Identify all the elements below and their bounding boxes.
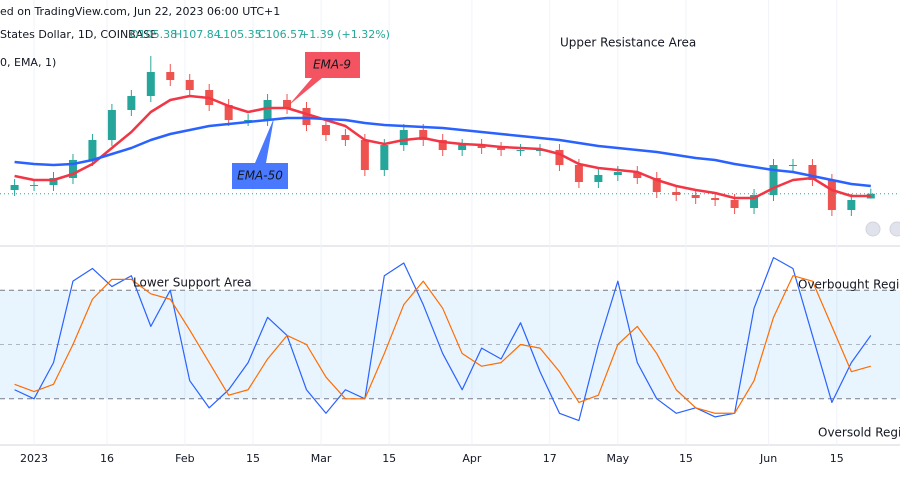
candle-body <box>68 160 77 178</box>
line-series <box>14 275 871 414</box>
x-tick-label: 15 <box>830 452 844 465</box>
candle-body <box>380 145 389 170</box>
candle-body <box>10 185 19 190</box>
x-tick-label: Mar <box>311 452 332 465</box>
candle-body <box>536 150 544 151</box>
candle-body <box>788 165 797 166</box>
ohlc-close: C106.57 <box>258 28 304 41</box>
annotation: Overbought Region <box>798 278 900 292</box>
candle-body <box>146 72 155 96</box>
price-panel <box>0 56 900 216</box>
candle-body <box>594 175 603 182</box>
candle-body <box>555 150 564 165</box>
line-series <box>14 94 871 200</box>
candle-body <box>808 165 817 180</box>
ema50-callout <box>232 163 288 189</box>
x-tick-label: 15 <box>382 452 396 465</box>
candle-body <box>497 148 506 150</box>
candle-body <box>574 165 583 182</box>
candle-body <box>477 145 486 148</box>
line-series <box>14 257 872 422</box>
ohlc-low: L105.35 <box>217 28 262 41</box>
stochastic-panel <box>0 257 900 422</box>
candle-body <box>224 105 233 120</box>
candle-body <box>633 172 642 178</box>
candle-body <box>30 185 39 186</box>
candle-body <box>302 108 311 125</box>
symbol: States Dollar, 1D, COINBASE <box>0 28 157 41</box>
x-tick-label: 15 <box>246 452 260 465</box>
candle-body <box>244 120 253 121</box>
candle-body <box>847 200 856 210</box>
flag-icon[interactable] <box>889 221 900 237</box>
annotation: Oversold Region <box>818 426 900 440</box>
candle-body <box>613 172 622 175</box>
labels: ed on TradingView.com, Jun 22, 2023 06:0… <box>0 5 900 440</box>
ema9-pointer <box>288 78 322 106</box>
x-tick-label: Jun <box>759 452 777 465</box>
candle-body <box>283 100 292 108</box>
candle-body <box>711 198 720 200</box>
candle-body <box>107 110 116 140</box>
x-tick-label: 2023 <box>20 452 48 465</box>
x-tick-label: May <box>606 452 629 465</box>
x-tick-label: 15 <box>679 452 693 465</box>
candle-body <box>185 80 194 90</box>
candle-body <box>49 178 58 185</box>
candle-body <box>438 140 447 150</box>
header-title: ed on TradingView.com, Jun 22, 2023 06:0… <box>0 5 280 18</box>
ema50-label: EMA-50 <box>237 169 283 183</box>
annotation: Lower Support Area <box>133 276 252 290</box>
flag-icon[interactable] <box>865 221 881 237</box>
candle-body <box>263 100 272 120</box>
ema50-pointer <box>255 118 274 163</box>
x-tick-label: Apr <box>462 452 482 465</box>
indicator-legend: 0, EMA, 1) <box>0 56 56 69</box>
candle-body <box>166 72 175 80</box>
candle-body <box>88 140 97 160</box>
grid <box>33 0 838 445</box>
x-tick-label: Feb <box>175 452 194 465</box>
x-tick-label: 17 <box>543 452 557 465</box>
candle-body <box>652 178 661 192</box>
candle-body <box>360 140 369 170</box>
candle-body <box>691 195 700 198</box>
ohlc-high: H107.84 <box>174 28 221 41</box>
candle-body <box>827 180 836 210</box>
x-tick-label: 16 <box>100 452 114 465</box>
candle-body <box>341 135 350 140</box>
annotation: Upper Resistance Area <box>560 36 696 50</box>
candle-body <box>866 193 875 199</box>
candle-body <box>419 130 428 140</box>
ema9-callout <box>305 52 360 78</box>
candle-body <box>750 195 759 208</box>
ohlc-change: +1.39 (+1.32%) <box>300 28 390 41</box>
candle-body <box>458 145 467 150</box>
ohlc-open: O105.38 <box>130 28 177 41</box>
candle-body <box>769 165 778 195</box>
candle-body <box>399 130 408 145</box>
candle-body <box>516 150 525 151</box>
ema9-label: EMA-9 <box>313 58 351 72</box>
candle-body <box>321 125 330 135</box>
candle-body <box>730 200 739 208</box>
line-series <box>14 116 871 188</box>
candle-body <box>127 96 136 110</box>
